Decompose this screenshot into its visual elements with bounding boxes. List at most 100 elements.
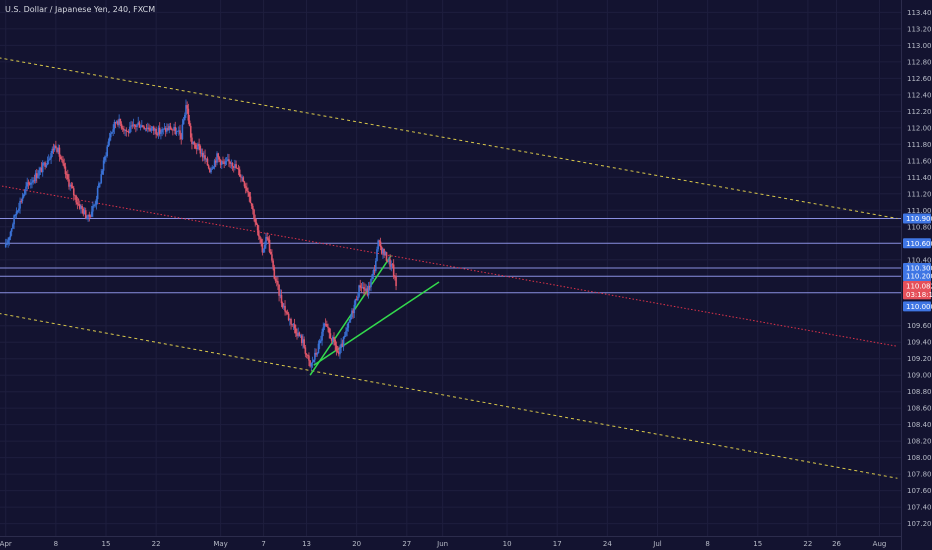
candle-body bbox=[129, 126, 131, 134]
candle-body bbox=[280, 294, 283, 304]
y-tick-label: 110.800 bbox=[907, 223, 932, 231]
candle-body bbox=[35, 173, 38, 179]
x-tick-label: May bbox=[213, 540, 227, 548]
candle-body bbox=[363, 287, 365, 290]
candle-body bbox=[297, 332, 299, 336]
candle-body bbox=[109, 133, 112, 138]
candle-body bbox=[101, 170, 104, 175]
candle-body bbox=[261, 243, 264, 253]
candle-body bbox=[269, 251, 272, 255]
candle-body bbox=[16, 210, 19, 212]
candle-body bbox=[238, 169, 241, 177]
candle-body bbox=[378, 240, 381, 242]
candle-body bbox=[161, 129, 163, 133]
candle-body bbox=[351, 310, 353, 318]
y-tick-label: 107.400 bbox=[907, 504, 932, 512]
candle-body bbox=[112, 129, 114, 132]
price-tag bbox=[903, 301, 931, 312]
candle-body bbox=[68, 179, 70, 187]
candle-body bbox=[141, 125, 143, 128]
candle-body bbox=[279, 294, 282, 296]
candle-body bbox=[235, 164, 237, 169]
candle-body bbox=[389, 259, 391, 267]
candle-body bbox=[4, 244, 7, 248]
candles bbox=[4, 99, 397, 371]
candle-body bbox=[86, 217, 88, 219]
candle-body bbox=[244, 186, 247, 188]
y-tick-label: 109.400 bbox=[907, 339, 932, 347]
candle-body bbox=[303, 339, 305, 348]
candle-body bbox=[232, 166, 235, 168]
candle-body bbox=[333, 337, 335, 340]
candle-body bbox=[65, 174, 68, 175]
candle-body bbox=[96, 187, 99, 200]
candle-body bbox=[240, 176, 242, 178]
candle-body bbox=[70, 184, 73, 187]
candle-body bbox=[277, 281, 279, 285]
price-tag-label: 110.900 bbox=[906, 215, 932, 223]
candle-body bbox=[293, 324, 296, 329]
candle-body bbox=[192, 142, 194, 145]
candle-body bbox=[312, 359, 315, 362]
candle-body bbox=[383, 249, 385, 256]
candle-body bbox=[392, 264, 395, 277]
candle-body bbox=[211, 168, 214, 170]
candle-body bbox=[119, 118, 122, 124]
candle-body bbox=[64, 166, 67, 175]
candle-body bbox=[347, 322, 350, 328]
x-tick-label: 10 bbox=[503, 540, 512, 548]
candle-body bbox=[193, 142, 196, 145]
candle-body bbox=[370, 278, 372, 288]
candle-body bbox=[357, 296, 359, 301]
candle-body bbox=[218, 157, 221, 160]
candle-body bbox=[105, 156, 107, 157]
candle-body bbox=[155, 128, 157, 135]
x-tick-label: 26 bbox=[832, 540, 841, 548]
candle-body bbox=[204, 155, 206, 160]
candle-body bbox=[386, 260, 389, 262]
candle-body bbox=[349, 317, 352, 321]
candle-body bbox=[88, 214, 91, 217]
candle-body bbox=[296, 333, 298, 336]
candle-body bbox=[52, 148, 55, 151]
y-tick-label: 109.200 bbox=[907, 355, 932, 363]
candle-body bbox=[330, 338, 333, 341]
candle-body bbox=[341, 343, 344, 347]
candle-body bbox=[225, 160, 228, 162]
candle-body bbox=[324, 323, 327, 325]
candle-body bbox=[379, 241, 382, 248]
price-axis[interactable]: 113.400 113.200 113.000 112.800 112.600 112.4… bbox=[907, 9, 932, 528]
candle-body bbox=[213, 160, 216, 167]
candle-body bbox=[188, 120, 191, 126]
candle-body bbox=[278, 284, 280, 296]
candle-body bbox=[223, 162, 225, 165]
candle-body bbox=[151, 126, 154, 129]
candle-body bbox=[234, 164, 236, 168]
candle-body bbox=[314, 352, 316, 360]
candle-body bbox=[19, 200, 21, 209]
candle-body bbox=[178, 130, 180, 132]
candle-body bbox=[329, 333, 332, 339]
candle-body bbox=[355, 298, 358, 301]
candle-body bbox=[376, 249, 378, 261]
time-axis[interactable]: Apr 8 15 22 May 7 13 20 27 Jun 10 17 24 Jul 8 15 22 26 Aug bbox=[0, 540, 886, 548]
candle-body bbox=[254, 218, 257, 223]
candle-body bbox=[207, 165, 210, 169]
candle-body bbox=[320, 340, 322, 342]
candle-body bbox=[12, 224, 14, 229]
y-tick-label: 112.200 bbox=[907, 108, 932, 116]
candle-body bbox=[253, 209, 255, 219]
candle-body bbox=[315, 352, 317, 355]
candle-body bbox=[302, 339, 304, 344]
price-tag-label: 110.600 bbox=[906, 240, 932, 248]
candle-body bbox=[111, 131, 113, 134]
candle-body bbox=[39, 167, 42, 171]
candle-body bbox=[321, 331, 323, 341]
candle-body bbox=[53, 145, 56, 151]
candle-body bbox=[374, 260, 377, 271]
candle-body bbox=[28, 183, 31, 185]
candle-body bbox=[284, 305, 286, 312]
candle-body bbox=[40, 167, 43, 173]
candle-body bbox=[148, 127, 150, 130]
